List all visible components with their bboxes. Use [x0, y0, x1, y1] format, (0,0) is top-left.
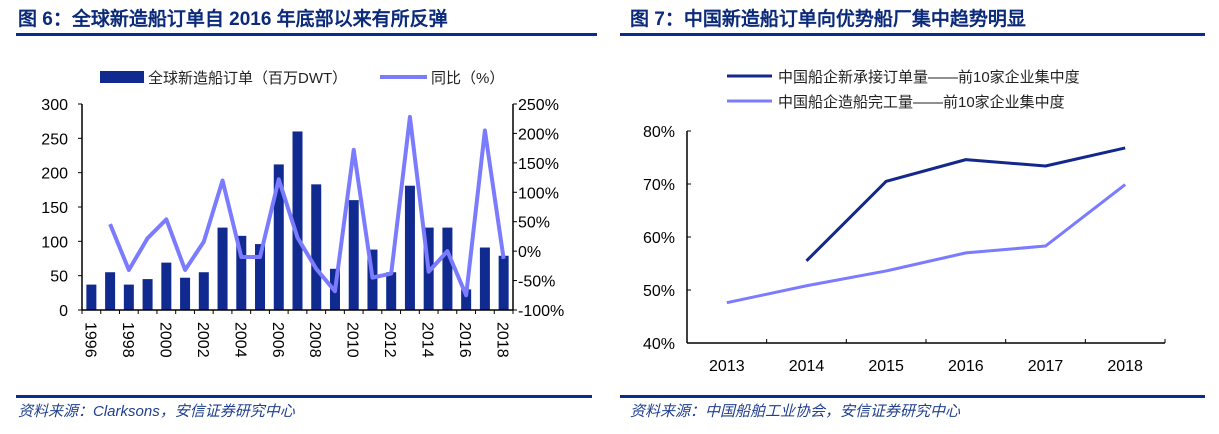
- left-y-tick-label: 150: [41, 200, 68, 217]
- bar-2007: [292, 131, 303, 310]
- bar-2017: [479, 247, 490, 310]
- legend-label-series-2: 中国船企造船完工量——前10家企业集中度: [778, 93, 1065, 111]
- x-tick-label: 2016: [456, 322, 473, 358]
- left-y-tick-label: 0: [59, 303, 68, 320]
- x-tick-label: 2014: [419, 322, 436, 358]
- bar-2016: [461, 289, 472, 310]
- bar-2005: [255, 244, 266, 310]
- x-tick-label: 2008: [306, 322, 323, 358]
- right-y-tick-label: 200%: [518, 126, 559, 143]
- y-tick-label: 60%: [643, 230, 675, 247]
- bar-2002: [198, 272, 209, 310]
- source-rule-left: [16, 395, 592, 398]
- chart-6-source: 资料来源：Clarksons，安信证券研究中心: [18, 403, 296, 420]
- y-tick-label: 40%: [643, 336, 675, 353]
- chart-7-source: 资料来源：中国船舶工业协会，安信证券研究中心: [630, 403, 961, 420]
- chart-6-title: 图 6：全球新造船订单自 2016 年底部以来有所反弹: [18, 7, 448, 30]
- left-y-tick-label: 200: [41, 166, 68, 183]
- legend-swatch-bar: [100, 71, 144, 83]
- legend-label-line: 同比（%）: [431, 70, 504, 87]
- series-1-line: [805, 146, 1126, 262]
- left-y-tick-label: 50: [50, 269, 68, 286]
- bar-2015: [442, 227, 453, 310]
- x-tick-label: 2018: [1107, 358, 1143, 375]
- yoy-line: [108, 114, 506, 298]
- left-y-tick-label: 250: [41, 131, 68, 148]
- x-tick-label: 2012: [381, 322, 398, 358]
- title-rule-left: [16, 33, 597, 36]
- bar-2011: [367, 249, 378, 310]
- bar-2008: [311, 184, 322, 310]
- x-tick-label: 2016: [948, 358, 984, 375]
- right-y-tick-label: 0%: [518, 244, 541, 261]
- bar-2003: [217, 227, 228, 310]
- chart-7-plot: 40% 50% 60% 70% 80% 2013 2014 2015 2016 2017 2018: [643, 124, 1166, 375]
- right-y-tick-label: 250%: [518, 97, 559, 114]
- bar-1996: [86, 284, 97, 310]
- title-rule-right: [620, 33, 1205, 36]
- left-y-tick-label: 100: [41, 234, 68, 251]
- y-tick-label: 50%: [643, 283, 675, 300]
- bar-2004: [236, 235, 247, 310]
- right-y-tick-label: 100%: [518, 185, 559, 202]
- bar-1998: [123, 284, 134, 310]
- right-y-tick-label: 150%: [518, 156, 559, 173]
- bar-2006: [273, 164, 284, 310]
- chart-7-title: 图 7：中国新造船订单向优势船厂集中趋势明显: [630, 7, 1026, 30]
- bar-2000: [161, 262, 172, 310]
- bar-2010: [348, 200, 359, 310]
- x-tick-label: 2013: [709, 358, 745, 375]
- x-tick-label: 2006: [269, 322, 286, 358]
- legend-label-series-1: 中国船企新承接订单量——前10家企业集中度: [778, 68, 1080, 86]
- x-tick-label: 1996: [81, 322, 98, 358]
- bar-2013: [404, 185, 415, 310]
- legend-label-bar: 全球新造船订单（百万DWT）: [148, 69, 347, 87]
- y-tick-label: 70%: [643, 177, 675, 194]
- right-y-tick-label: -100%: [518, 303, 564, 320]
- x-tick-label: 2014: [789, 358, 825, 375]
- right-y-tick-label: -50%: [518, 274, 555, 291]
- left-y-tick-label: 300: [41, 97, 68, 114]
- bar-1997: [105, 272, 116, 310]
- y-tick-label: 80%: [643, 124, 675, 141]
- chart-6-plot: 0 50 100 150 200 250 300 -100% -50% 0% 50% 100% 150%…: [41, 97, 564, 358]
- x-tick-label: 2015: [868, 358, 904, 375]
- bar-2012: [386, 272, 397, 310]
- series-2-line: [726, 183, 1127, 305]
- x-tick-label: 2002: [194, 322, 211, 358]
- x-tick-label: 1998: [119, 322, 136, 358]
- right-y-tick-label: 50%: [518, 215, 550, 232]
- x-tick-label: 2004: [231, 322, 248, 358]
- bar-2018: [498, 255, 509, 310]
- bar-2001: [180, 277, 191, 310]
- source-rule-right: [620, 395, 1205, 398]
- x-tick-label: 2010: [344, 322, 361, 358]
- bar-1999: [142, 279, 153, 310]
- x-tick-label: 2017: [1028, 358, 1064, 375]
- x-tick-label: 2000: [156, 322, 173, 358]
- x-tick-label: 2018: [494, 322, 511, 358]
